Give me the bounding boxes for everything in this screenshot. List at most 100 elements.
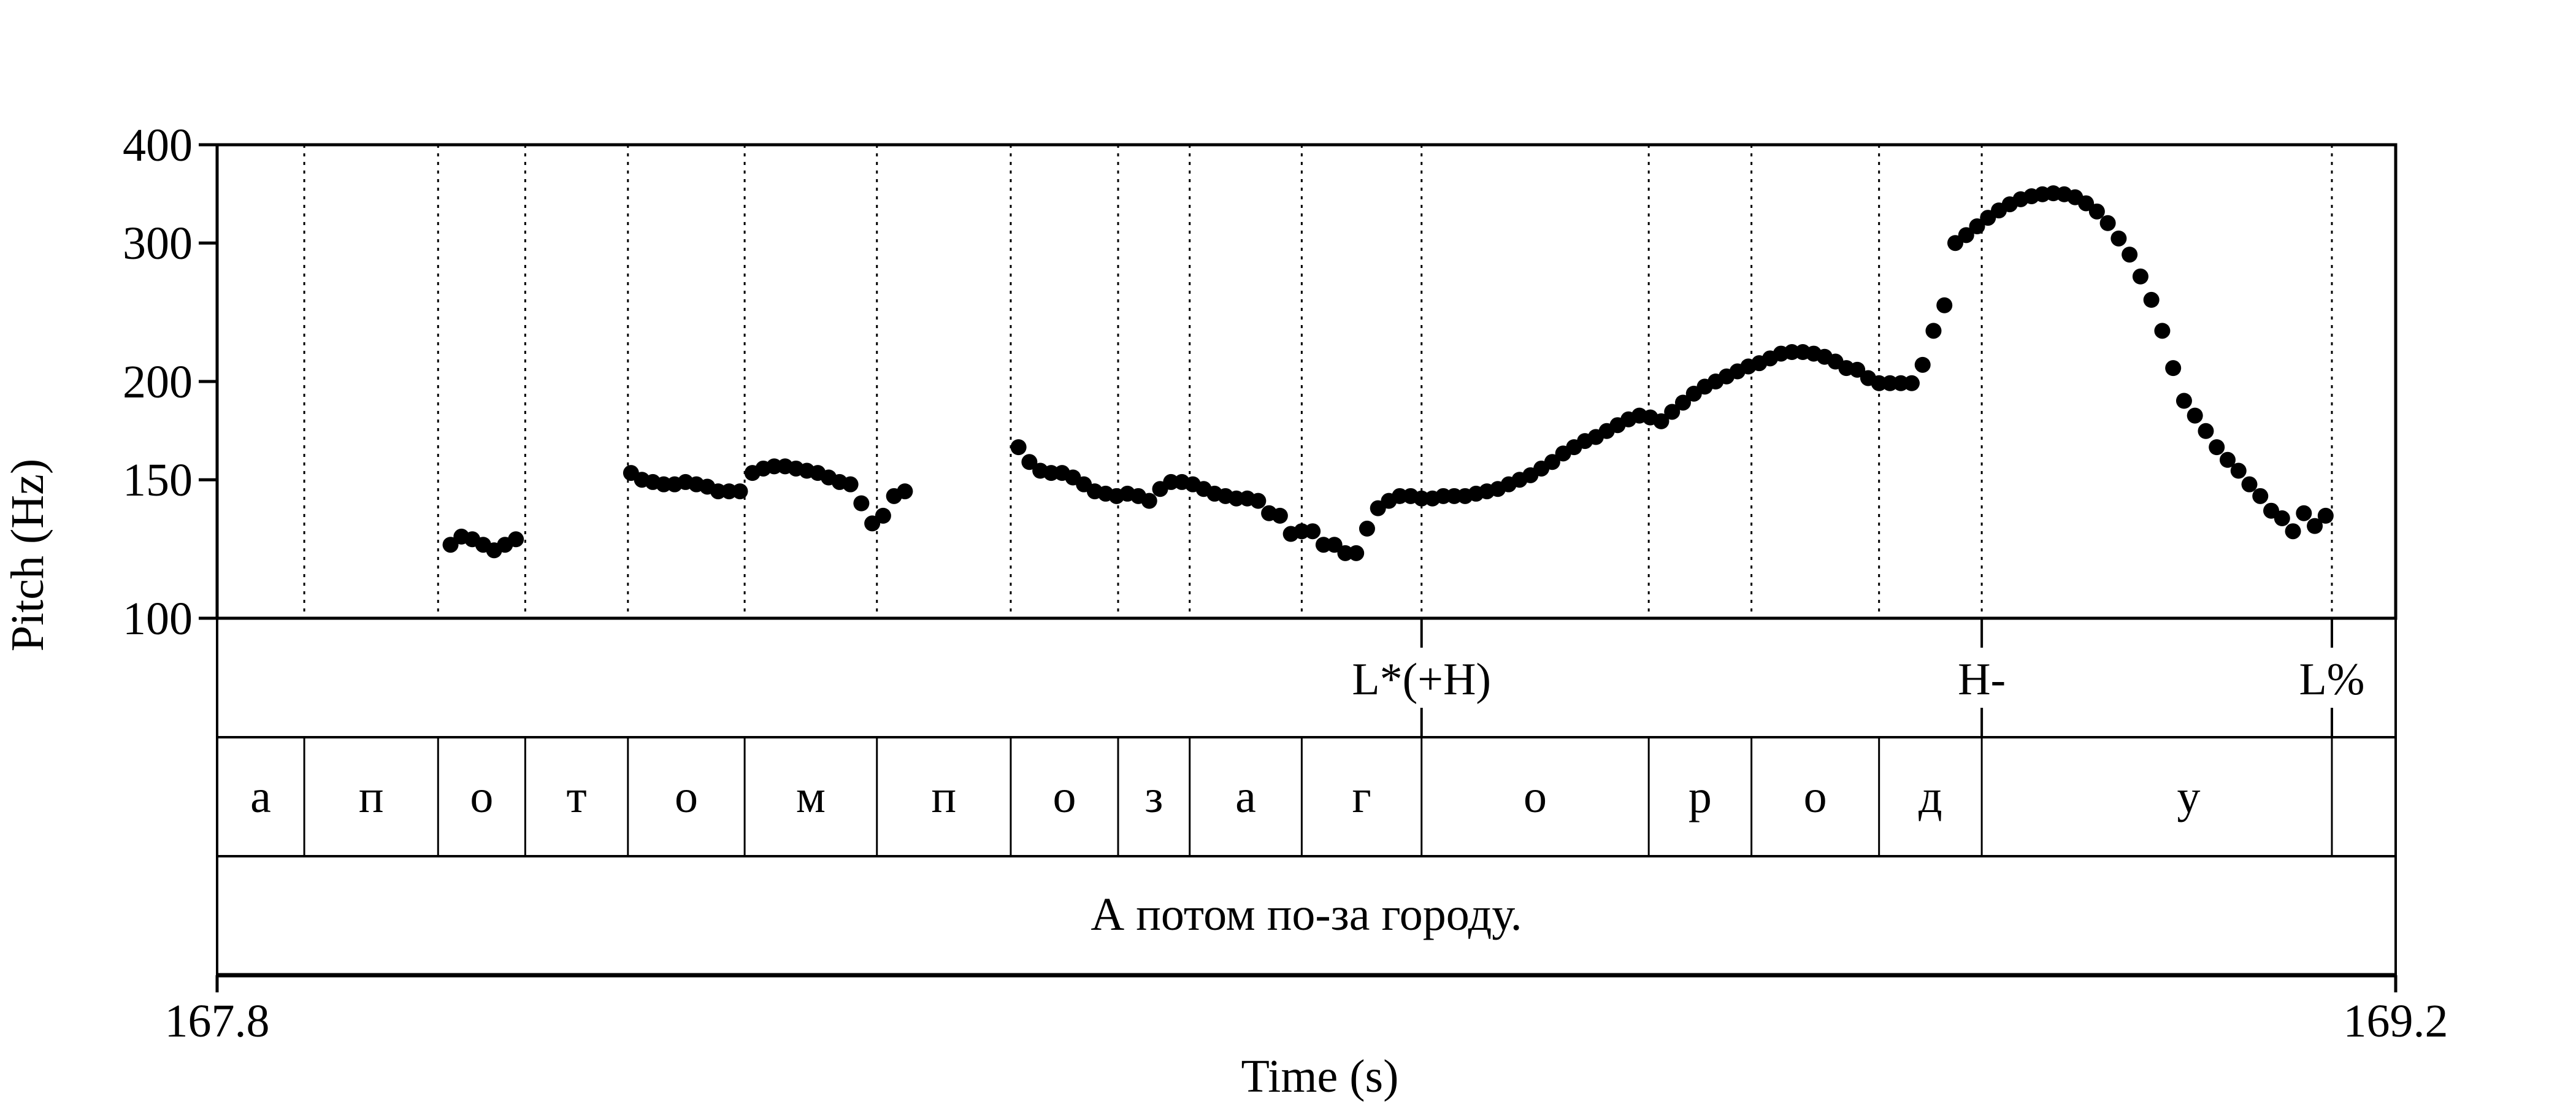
pitch-point xyxy=(2252,488,2269,504)
segment-label: г xyxy=(1352,771,1371,822)
segment-label: д xyxy=(1919,771,1942,822)
pitch-frame xyxy=(215,143,2398,620)
pitch-point xyxy=(2175,393,2192,409)
pitch-point xyxy=(1936,297,1953,313)
pitch-point xyxy=(1925,323,1942,339)
pitch-point xyxy=(1294,523,1310,540)
pitch-point xyxy=(1163,473,1179,490)
segment-label: п xyxy=(359,771,384,822)
pitch-point xyxy=(656,476,672,493)
pitch-point xyxy=(1348,545,1365,561)
x-tick-label: 167.8 xyxy=(165,995,270,1047)
pitch-point xyxy=(2274,510,2290,527)
pitch-point xyxy=(1305,523,1321,540)
pitch-point xyxy=(1544,454,1560,470)
segment-label: о xyxy=(470,771,493,822)
chart-frame xyxy=(215,143,2398,978)
pitch-point xyxy=(853,495,870,512)
annotation-tiers: L*(+H) H- L% а п о т о м п о з а г о р о д у А потом по-за … xyxy=(250,618,2364,940)
x-axis-label: Time (s) xyxy=(1241,1051,1399,1102)
segment-label: о xyxy=(1804,771,1827,822)
tone-label: L*(+H) xyxy=(1352,654,1491,705)
plot-area xyxy=(303,145,2333,618)
pitch-point xyxy=(2317,507,2334,524)
pitch-point xyxy=(2099,215,2116,231)
y-tick-label: 100 xyxy=(123,593,193,645)
tone-label: L% xyxy=(2299,654,2365,705)
y-tick-label: 300 xyxy=(123,218,193,269)
pitch-point xyxy=(1010,439,1027,456)
segment-label: а xyxy=(250,771,271,822)
y-tick-label: 200 xyxy=(123,356,193,408)
segment-tier-frame xyxy=(216,736,2397,857)
pitch-point xyxy=(1653,413,1669,429)
pitch-point xyxy=(1446,488,1463,504)
pitch-point xyxy=(1435,488,1452,504)
pitch-point xyxy=(875,507,891,524)
pitch-point xyxy=(2209,439,2225,456)
tone-tier-frame xyxy=(216,617,2397,738)
pitch-point xyxy=(2122,247,2138,263)
pitch-point xyxy=(2307,518,2323,534)
pitch-point xyxy=(1337,545,1354,561)
pitch-point xyxy=(1893,375,1909,391)
pitch-point xyxy=(442,537,459,553)
segment-label: о xyxy=(1052,771,1076,822)
pitch-point xyxy=(1141,493,1157,509)
pitch-point xyxy=(2165,360,2182,377)
pitch-point xyxy=(842,476,859,493)
pitch-point xyxy=(732,483,748,500)
pitch-point xyxy=(1664,404,1681,420)
pitch-point xyxy=(1882,375,1898,391)
pitch-point xyxy=(1784,344,1800,361)
pitch-point xyxy=(1250,493,1267,509)
pitch-point xyxy=(1359,520,1375,537)
pitch-point xyxy=(2296,505,2312,521)
pitch-point xyxy=(1849,361,1866,378)
pitch-point xyxy=(1871,375,1887,391)
segment-label: м xyxy=(796,771,826,822)
pitch-point xyxy=(2187,407,2203,424)
pitch-point xyxy=(2198,423,2214,439)
pitch-point xyxy=(1021,454,1038,470)
pitch-point xyxy=(2154,323,2171,339)
pitch-point xyxy=(1958,227,1974,243)
y-axis-label: Pitch (Hz) xyxy=(2,459,53,651)
pitch-point xyxy=(1228,490,1244,507)
axes: Pitch (Hz) Time (s) 100 150 200 300 400 167.8… xyxy=(2,120,2448,1102)
x-tick-label: 169.2 xyxy=(2344,995,2448,1047)
pitch-point xyxy=(508,531,524,548)
y-tick-label: 400 xyxy=(123,120,193,171)
pitch-point xyxy=(1326,537,1343,553)
y-tick-label: 150 xyxy=(123,454,193,506)
pitch-point xyxy=(1914,356,1931,373)
segment-label: у xyxy=(2177,771,2201,822)
pitch-point xyxy=(2241,476,2258,493)
pitch-point xyxy=(2219,451,2236,468)
pitch-point xyxy=(2110,230,2127,247)
pitch-point xyxy=(710,483,726,500)
segment-label: р xyxy=(1689,771,1712,822)
pitch-point xyxy=(1969,218,1985,235)
pitch-point xyxy=(2143,291,2160,308)
pitch-point xyxy=(2230,462,2247,479)
sentence-label: А потом по-за городу. xyxy=(1091,889,1522,940)
pitch-point xyxy=(2285,523,2301,540)
pitch-point xyxy=(2088,203,2105,220)
pitch-point xyxy=(897,483,913,500)
pitch-point xyxy=(2132,268,2149,285)
segment-label: т xyxy=(566,771,586,822)
pitch-point xyxy=(1271,507,1288,524)
segment-label: п xyxy=(932,771,957,822)
segment-label: з xyxy=(1144,771,1163,822)
segment-label: о xyxy=(1524,771,1547,822)
pitch-point xyxy=(1043,465,1059,481)
pitch-point xyxy=(1392,488,1408,504)
pitch-track xyxy=(442,185,2334,561)
tone-label: H- xyxy=(1958,654,2006,705)
pitch-point xyxy=(1315,537,1332,553)
segment-label: о xyxy=(675,771,698,822)
pitch-point xyxy=(1413,490,1430,507)
pitch-point xyxy=(1674,394,1691,411)
